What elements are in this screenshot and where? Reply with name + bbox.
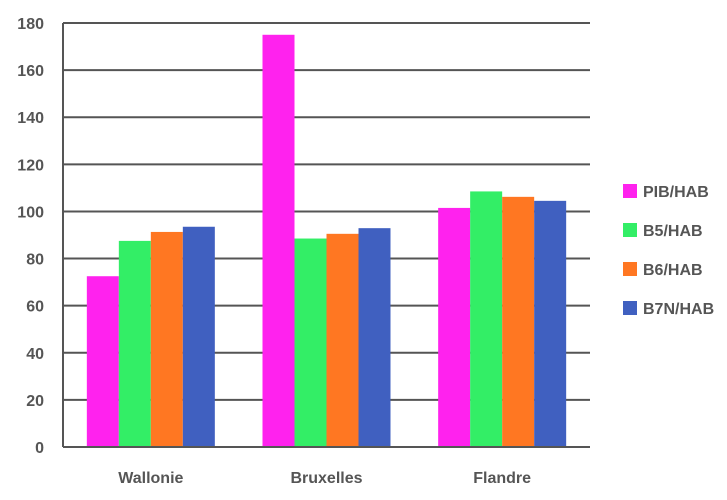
y-tick-label: 180 [17, 16, 44, 33]
y-tick-label: 100 [17, 204, 44, 221]
bar-b7n-hab-bruxelles [358, 228, 391, 447]
bar-b6-hab-wallonie [150, 231, 183, 447]
bar-pib-hab-flandre [438, 207, 471, 447]
y-tick-label: 140 [17, 110, 44, 127]
bar-b6-hab-flandre [502, 196, 535, 447]
bar-pib-hab-wallonie [86, 276, 119, 447]
bar-b5-hab-bruxelles [294, 238, 327, 447]
legend-label: B6/HAB [643, 262, 703, 279]
bar-b5-hab-flandre [470, 191, 503, 447]
y-tick-label: 80 [26, 252, 44, 269]
x-category-label: Wallonie [118, 470, 183, 487]
y-tick-label: 60 [26, 299, 44, 316]
y-tick-label: 120 [17, 157, 44, 174]
legend-swatch [623, 262, 637, 276]
bar-b5-hab-wallonie [118, 240, 151, 447]
bars [86, 34, 567, 448]
x-category-label: Flandre [473, 470, 531, 487]
legend-swatch [623, 301, 637, 315]
bar-b7n-hab-wallonie [182, 226, 215, 447]
y-tick-label: 160 [17, 63, 44, 80]
y-tick-label: 20 [26, 393, 44, 410]
bar-b6-hab-bruxelles [326, 233, 359, 447]
legend: PIB/HAB B5/HAB B6/HAB B7N/HAB [623, 184, 714, 318]
y-tick-label: 40 [26, 346, 44, 363]
y-tick-label: 0 [35, 440, 44, 457]
legend-swatch [623, 184, 637, 198]
legend-label: PIB/HAB [643, 184, 709, 201]
bar-pib-hab-bruxelles [262, 34, 295, 448]
x-category-label: Bruxelles [290, 470, 362, 487]
bar-b7n-hab-flandre [534, 200, 567, 447]
axes: 0 20 40 60 80 100 120 140 160 180 Wallonie Bruxelle… [17, 16, 590, 487]
legend-label: B5/HAB [643, 223, 703, 240]
legend-swatch [623, 223, 637, 237]
legend-label: B7N/HAB [643, 301, 714, 318]
